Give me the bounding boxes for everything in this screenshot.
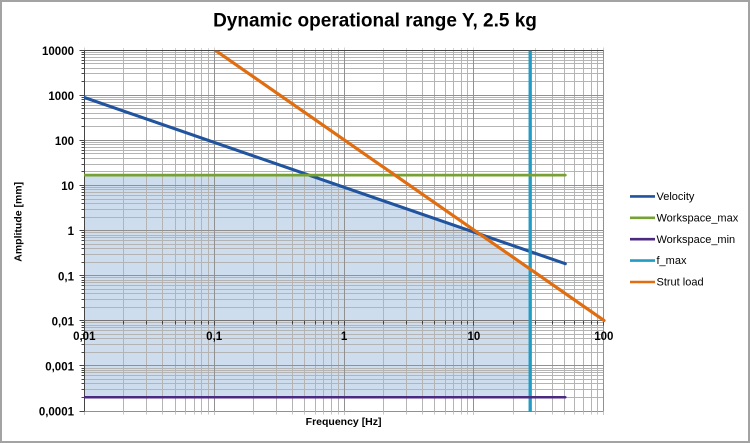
svg-text:0,1: 0,1	[206, 331, 223, 343]
svg-text:0,01: 0,01	[73, 331, 96, 343]
svg-text:100: 100	[55, 136, 74, 148]
svg-text:10: 10	[468, 331, 481, 343]
svg-text:10000: 10000	[42, 46, 74, 58]
svg-text:1: 1	[68, 226, 75, 238]
svg-text:Workspace_min: Workspace_min	[657, 234, 736, 246]
svg-text:f_max: f_max	[657, 255, 687, 267]
svg-text:0,01: 0,01	[52, 316, 75, 328]
svg-text:Amplitude [mm]: Amplitude [mm]	[13, 182, 25, 262]
svg-text:100: 100	[594, 331, 613, 343]
svg-text:10: 10	[61, 181, 74, 193]
svg-text:1: 1	[341, 331, 348, 343]
svg-text:0,001: 0,001	[45, 362, 74, 374]
svg-text:0,0001: 0,0001	[39, 407, 75, 419]
svg-text:1000: 1000	[48, 91, 74, 103]
svg-text:0,1: 0,1	[58, 271, 75, 283]
svg-text:Workspace_max: Workspace_max	[657, 212, 739, 224]
svg-text:Strut load: Strut load	[657, 277, 704, 289]
svg-text:Frequency [Hz]: Frequency [Hz]	[306, 416, 382, 428]
svg-text:Velocity: Velocity	[657, 191, 695, 203]
svg-text:Dynamic operational range Y, 2: Dynamic operational range Y, 2.5 kg	[213, 11, 537, 32]
